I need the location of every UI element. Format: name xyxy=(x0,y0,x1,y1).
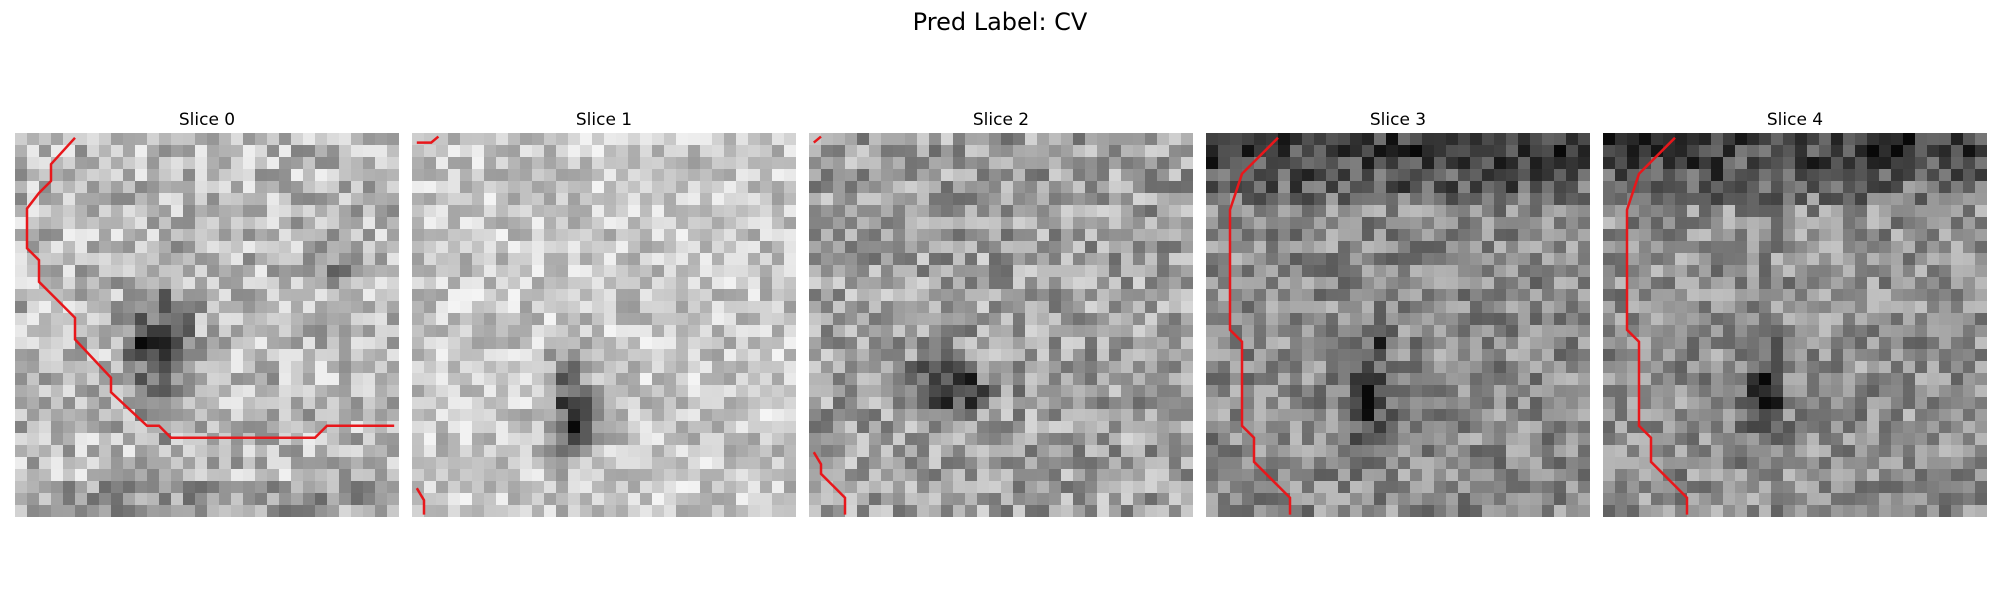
slice-image xyxy=(15,133,399,517)
slice-pixels xyxy=(15,133,399,517)
slice-image xyxy=(1206,133,1590,517)
figure-title: Pred Label: CV xyxy=(912,8,1088,36)
slice-pixels xyxy=(1603,133,1987,517)
segmentation-contour xyxy=(812,135,822,144)
slice-pixels xyxy=(1206,133,1590,517)
slice-title: Slice 4 xyxy=(1766,110,1824,130)
slice-panel: Slice 1 xyxy=(412,108,796,517)
segmentation-contour xyxy=(1625,136,1689,515)
slice-title: Slice 1 xyxy=(575,110,633,130)
slice-title: Slice 0 xyxy=(178,110,236,130)
segmentation-contour xyxy=(1228,136,1292,515)
slice-image xyxy=(1603,133,1987,517)
slice-panel: Slice 0 xyxy=(15,108,399,517)
segmentation-contour xyxy=(812,451,847,515)
slice-panel: Slice 2 xyxy=(809,108,1193,517)
slice-title: Slice 2 xyxy=(972,110,1030,130)
slice-image xyxy=(412,133,796,517)
slice-title: Slice 3 xyxy=(1369,110,1427,130)
slice-panel: Slice 3 xyxy=(1206,108,1590,517)
slice-pixels xyxy=(412,133,796,517)
segmentation-contour xyxy=(416,135,440,144)
segmentation-contour xyxy=(415,487,426,515)
slice-image xyxy=(809,133,1193,517)
segmentation-contour xyxy=(25,136,395,440)
slice-panel: Slice 4 xyxy=(1603,108,1987,517)
slice-pixels xyxy=(809,133,1193,517)
